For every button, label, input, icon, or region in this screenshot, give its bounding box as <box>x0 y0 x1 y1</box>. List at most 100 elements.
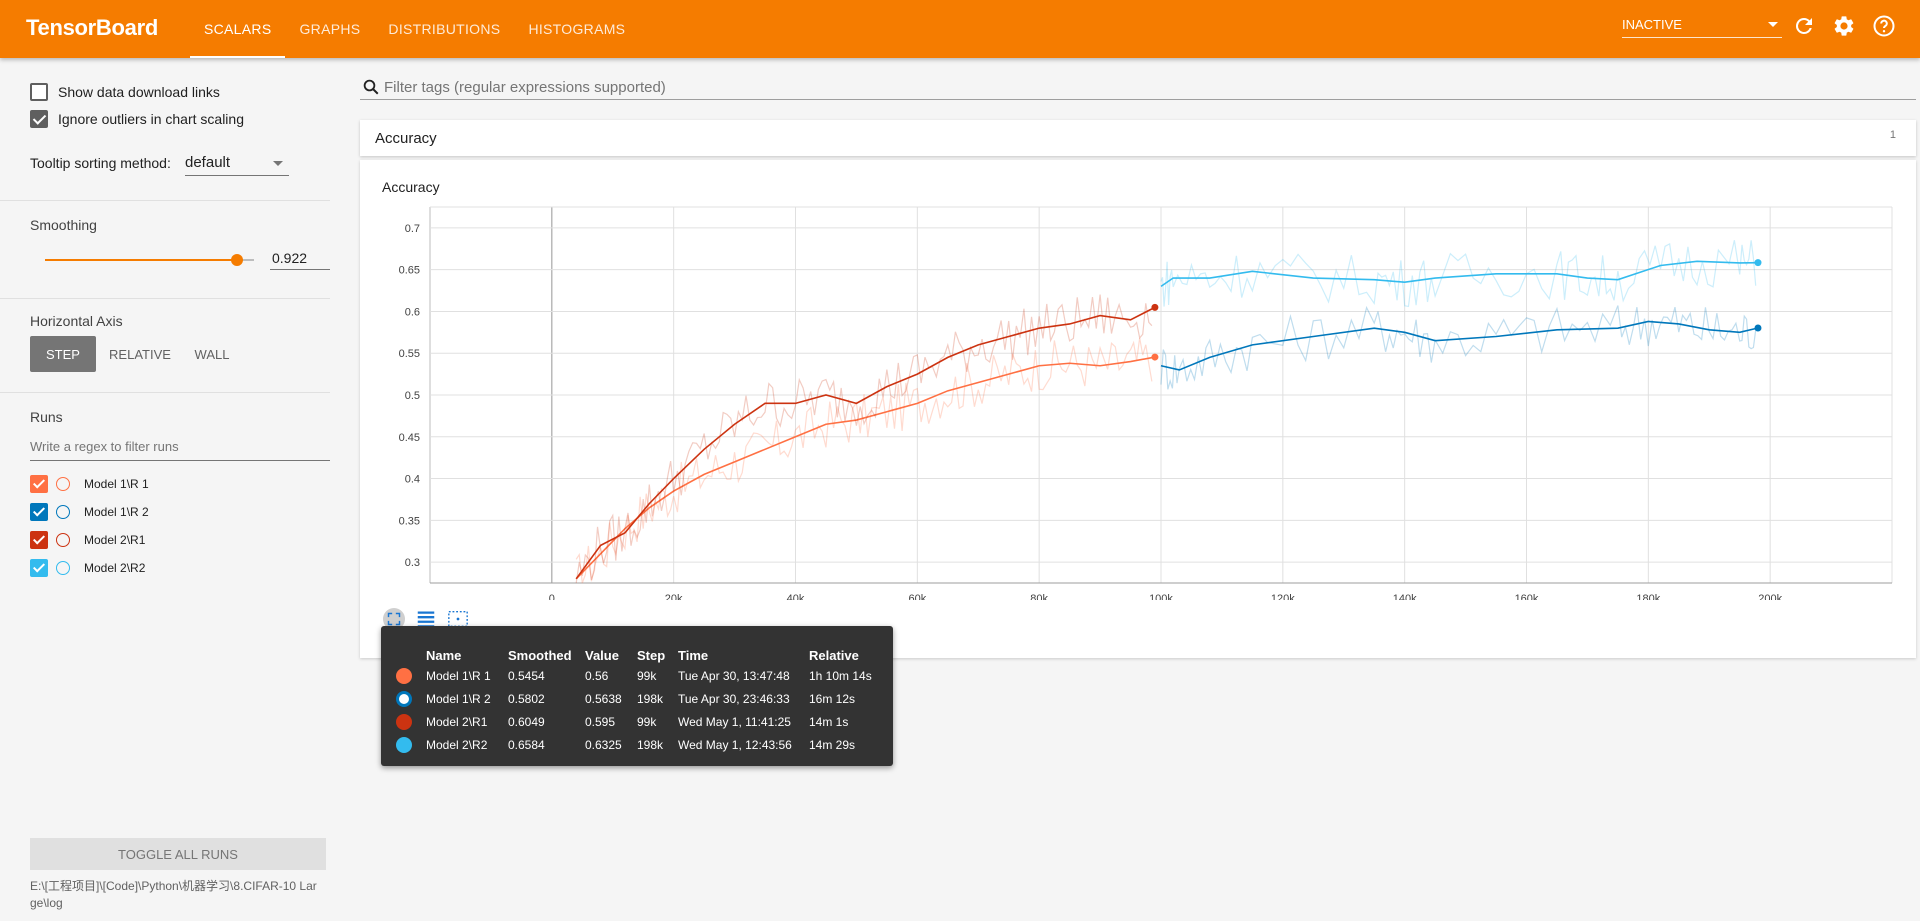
y-tick-label: 0.3 <box>405 557 420 569</box>
tooltip-row-relative: 14m 1s <box>809 715 849 729</box>
x-tick-label: 140k <box>1393 593 1417 600</box>
checkbox-checked-icon[interactable] <box>30 110 48 128</box>
tooltip-sorting-label: Tooltip sorting method: <box>30 155 171 171</box>
run-color-ring-icon[interactable] <box>56 505 70 519</box>
tooltip-header-smoothed: Smoothed <box>508 648 572 663</box>
chart-title: Accuracy <box>382 179 440 195</box>
series-color-dot-icon <box>396 714 412 730</box>
expand-chart-icon[interactable] <box>383 608 405 630</box>
tag-filter-placeholder: Filter tags (regular expressions support… <box>384 79 666 96</box>
x-tick-label: 40k <box>787 593 805 600</box>
search-icon <box>363 79 379 95</box>
toggle-all-runs-button[interactable]: TOGGLE ALL RUNS <box>30 838 326 870</box>
tooltip-header-step: Step <box>637 648 666 663</box>
smoothed-series-line <box>575 306 1156 580</box>
sidebar: Show data download links Ignore outliers… <box>0 58 330 921</box>
tab-graphs[interactable]: GRAPHS <box>299 21 361 37</box>
tooltip-row-relative: 14m 29s <box>809 738 856 752</box>
runs-filter-input[interactable]: Write a regex to filter runs <box>30 435 330 461</box>
divider <box>0 200 330 201</box>
tooltip-sorting-row: Tooltip sorting method: <box>30 155 171 171</box>
inactive-select-value: INACTIVE <box>1622 17 1682 32</box>
run-item[interactable]: Model 1\R 2 <box>30 501 149 523</box>
x-tick-label: 60k <box>908 593 926 600</box>
smoothing-input[interactable]: 0.922 <box>270 248 330 270</box>
divider <box>0 392 330 393</box>
tag-filter-input[interactable]: Filter tags (regular expressions support… <box>360 74 1916 100</box>
y-tick-label: 0.4 <box>405 474 420 486</box>
run-item[interactable]: Model 1\R 1 <box>30 473 149 495</box>
tooltip-sorting-value: default <box>185 154 231 171</box>
horizontal-axis-group: STEP RELATIVE WALL <box>30 336 330 372</box>
tooltip-row-time: Tue Apr 30, 23:46:33 <box>678 692 790 706</box>
tab-scalars[interactable]: SCALARS <box>190 0 286 58</box>
tooltip-row-name: Model 1\R 2 <box>426 692 491 706</box>
run-item[interactable]: Model 2\R2 <box>30 557 145 579</box>
help-icon[interactable] <box>1872 14 1896 38</box>
y-tick-label: 0.5 <box>405 390 420 402</box>
run-item[interactable]: Model 2\R1 <box>30 529 145 551</box>
settings-icon[interactable] <box>1832 14 1856 38</box>
divider <box>0 298 330 299</box>
axis-step-button[interactable]: STEP <box>30 336 96 372</box>
accuracy-line-chart[interactable]: 0 20k 40k 60k 80k 100k 120k 140k 160k 180k 200k 0.3… <box>360 160 1916 600</box>
tooltip-header-time: Time <box>678 648 709 663</box>
run-checkbox-icon[interactable] <box>30 503 48 521</box>
inactive-dashboards-select[interactable]: INACTIVE <box>1622 14 1782 38</box>
category-header[interactable]: Accuracy 1 <box>360 120 1916 156</box>
smoothing-slider-thumb[interactable] <box>231 254 243 266</box>
runs-label: Runs <box>30 409 63 425</box>
x-tick-label: 80k <box>1030 593 1048 600</box>
top-toolbar: TensorBoard SCALARS GRAPHS DISTRIBUTIONS… <box>0 0 1920 58</box>
tab-histograms[interactable]: HISTOGRAMS <box>528 21 626 37</box>
smoothing-slider-track[interactable] <box>45 259 250 261</box>
tooltip-row-smoothed: 0.5454 <box>508 669 545 683</box>
tooltip-row-value: 0.5638 <box>585 692 622 706</box>
raw-series-line <box>1160 305 1757 390</box>
tooltip-row-smoothed: 0.6049 <box>508 715 545 729</box>
run-checkbox-icon[interactable] <box>30 559 48 577</box>
smoothing-label: Smoothing <box>30 217 97 233</box>
toggle-y-log-icon[interactable] <box>415 608 437 630</box>
tooltip-row-time: Wed May 1, 12:43:56 <box>678 738 792 752</box>
tooltip-row-name: Model 2\R1 <box>426 715 488 729</box>
series-endpoint-marker <box>1754 259 1762 267</box>
show-download-links-toggle[interactable]: Show data download links <box>30 83 220 101</box>
checkbox-icon[interactable] <box>30 83 48 101</box>
run-checkbox-icon[interactable] <box>30 531 48 549</box>
category-name: Accuracy <box>375 130 437 147</box>
run-color-ring-icon[interactable] <box>56 533 70 547</box>
run-color-ring-icon[interactable] <box>56 561 70 575</box>
run-name: Model 1\R 2 <box>84 505 149 519</box>
series-endpoint-marker <box>1151 353 1159 361</box>
run-color-ring-icon[interactable] <box>56 477 70 491</box>
tooltip-row-smoothed: 0.6584 <box>508 738 545 752</box>
axis-wall-button[interactable]: WALL <box>194 346 230 362</box>
tab-distributions[interactable]: DISTRIBUTIONS <box>388 21 501 37</box>
refresh-icon[interactable] <box>1792 14 1816 38</box>
ignore-outliers-toggle[interactable]: Ignore outliers in chart scaling <box>30 110 244 128</box>
tooltip-row-step: 198k <box>637 738 664 752</box>
tooltip-header-value: Value <box>585 648 619 663</box>
logdir-path: E:\[工程项目]\[Code]\Python\机器学习\8.CIFAR-10 … <box>30 879 317 910</box>
tooltip-row-time: Tue Apr 30, 13:47:48 <box>678 669 790 683</box>
chevron-down-icon <box>273 161 283 166</box>
tooltip-row-value: 0.6325 <box>585 738 622 752</box>
tooltip-sorting-select[interactable]: default <box>185 152 289 176</box>
x-tick-label: 100k <box>1149 593 1173 600</box>
tooltip-row-step: 198k <box>637 692 664 706</box>
tooltip-row-time: Wed May 1, 11:41:25 <box>678 715 791 729</box>
show-download-links-label: Show data download links <box>58 84 220 100</box>
tooltip-header-name: Name <box>426 648 462 663</box>
category-count: 1 <box>1889 129 1896 141</box>
smoothed-series-line <box>1160 260 1758 288</box>
y-tick-label: 0.65 <box>399 265 420 277</box>
y-tick-label: 0.55 <box>399 348 420 360</box>
smoothed-series-line <box>1160 320 1759 371</box>
series-color-dot-icon <box>396 691 412 707</box>
series-endpoint-marker <box>1754 324 1762 332</box>
tooltip-row-value: 0.56 <box>585 669 609 683</box>
nav-tabs: SCALARS GRAPHS DISTRIBUTIONS HISTOGRAMS <box>190 0 639 58</box>
axis-relative-button[interactable]: RELATIVE <box>109 346 171 362</box>
run-checkbox-icon[interactable] <box>30 475 48 493</box>
